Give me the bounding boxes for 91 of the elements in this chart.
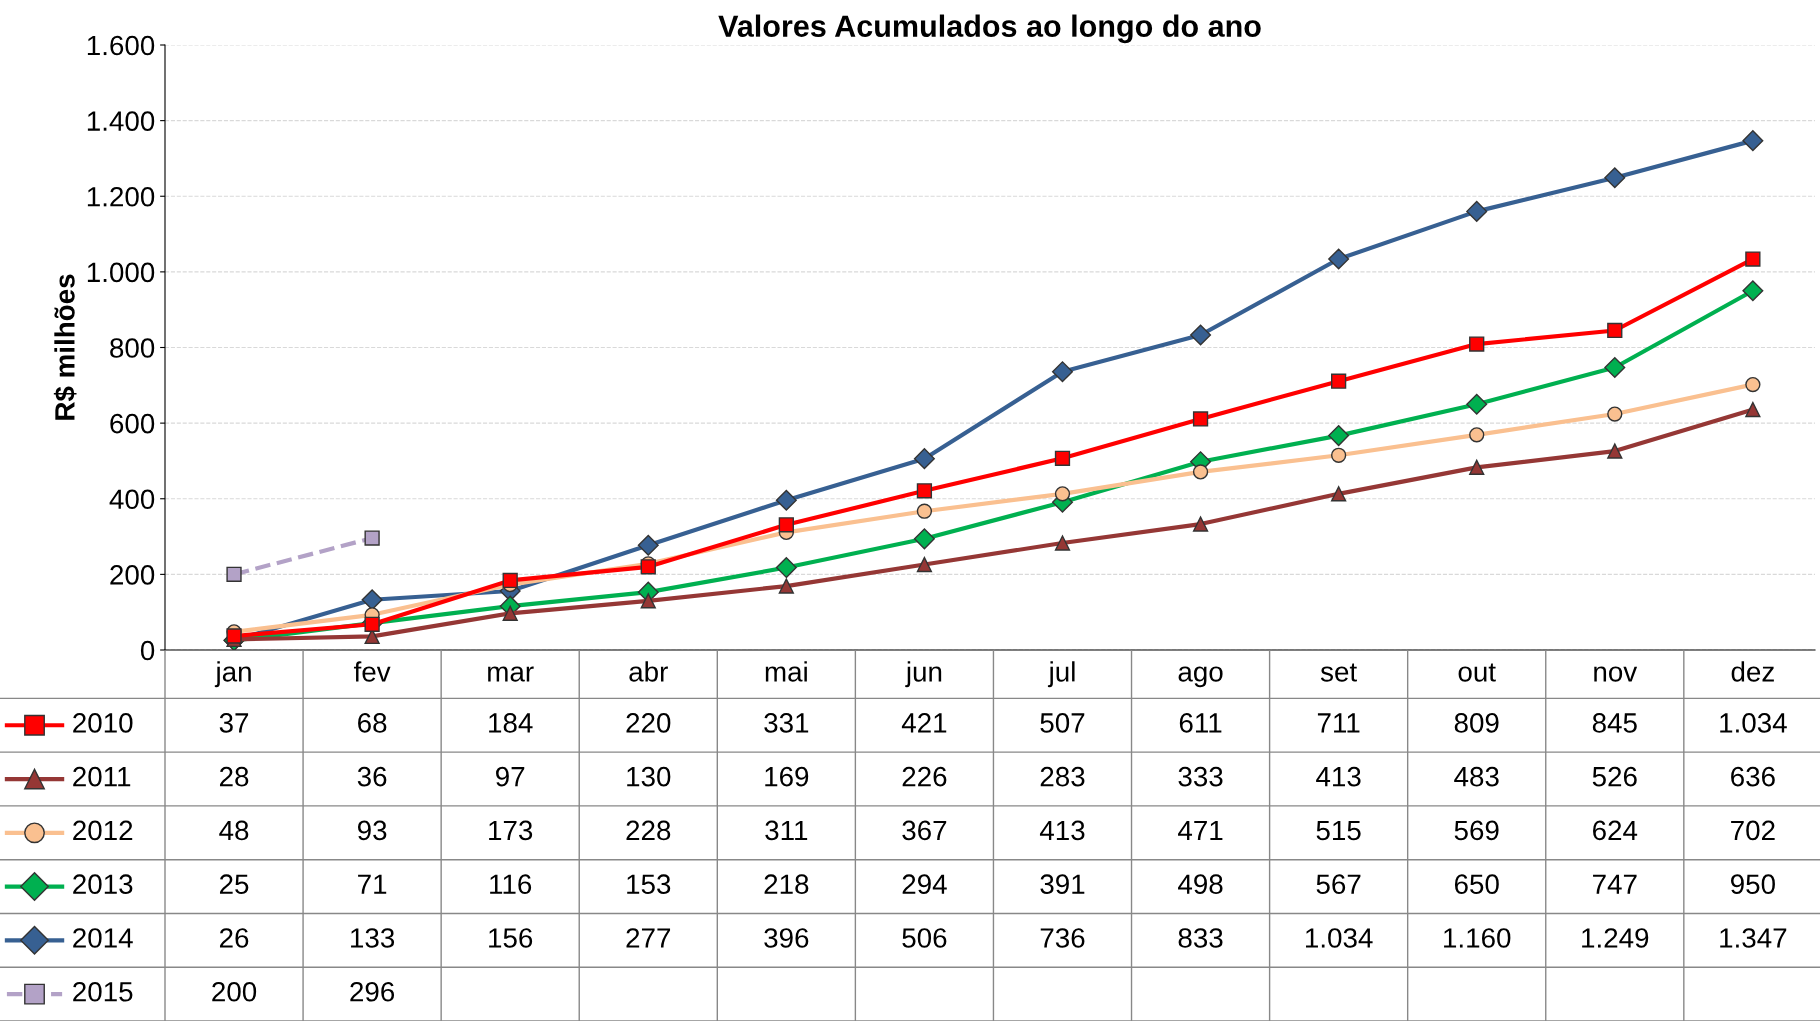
- x-tick-label: jun: [905, 661, 942, 688]
- data-label: 36: [357, 766, 387, 787]
- x-tick-label: nov: [1594, 666, 1638, 682]
- data-label: 1.160: [1444, 928, 1511, 948]
- data-label: 515: [1316, 820, 1361, 841]
- data-label: 226: [902, 766, 947, 787]
- x-tick-label: ago: [1178, 666, 1223, 688]
- data-label: 636: [1731, 766, 1775, 787]
- data-label: 569: [1454, 820, 1499, 841]
- y-tick-label: 400: [109, 489, 155, 510]
- data-label: 809: [1454, 713, 1499, 733]
- data-label: 153: [627, 874, 671, 895]
- chart-title: Valores Acumulados ao longo do ano: [718, 14, 1261, 44]
- data-label: 294: [902, 874, 947, 895]
- x-tick-label: out: [1458, 663, 1496, 682]
- data-label: 413: [1039, 820, 1085, 841]
- y-tick-label: 1.000: [87, 262, 155, 283]
- data-label: 736: [1040, 928, 1085, 948]
- y-tick-label: 1.400: [87, 111, 155, 131]
- x-tick-label: abr: [629, 661, 668, 682]
- x-tick-label: jan: [214, 661, 251, 688]
- y-tick-label: 1.600: [87, 35, 155, 56]
- data-label: 413: [1316, 766, 1361, 787]
- data-label: 184: [489, 713, 533, 733]
- y-axis-title: R$ milhões: [53, 274, 77, 420]
- data-label: 711: [1317, 713, 1360, 733]
- y-tick-label: 1.200: [87, 186, 155, 207]
- x-tick-label: set: [1320, 663, 1357, 682]
- data-label: 26: [219, 928, 249, 948]
- x-tick-label: mar: [488, 666, 534, 682]
- data-label: 200: [212, 981, 257, 1002]
- data-label: 526: [1592, 766, 1637, 787]
- data-label: 747: [1593, 874, 1637, 894]
- data-label: 845: [1592, 713, 1637, 733]
- data-label: 71: [358, 874, 387, 894]
- data-label: 130: [627, 766, 671, 787]
- data-label: 391: [1040, 874, 1085, 895]
- data-label: 367: [902, 820, 947, 841]
- data-label: 97: [496, 766, 525, 787]
- data-label: 331: [764, 713, 809, 733]
- data-label: 498: [1178, 874, 1223, 895]
- data-label: 218: [764, 874, 809, 895]
- data-label: 567: [1316, 874, 1361, 895]
- legend-label: 2015: [73, 981, 133, 1002]
- data-label: 483: [1454, 766, 1499, 787]
- legend-label: 2012: [73, 820, 133, 841]
- data-label: 611: [1179, 713, 1222, 733]
- data-label: 116: [490, 874, 532, 895]
- x-tick-label: mai: [765, 661, 807, 682]
- data-label: 37: [219, 713, 249, 733]
- data-label: 506: [902, 928, 947, 948]
- legend-label: 2014: [73, 928, 133, 948]
- legend-label: 2013: [73, 874, 133, 895]
- data-label: 311: [765, 820, 808, 841]
- y-tick-label: 0: [140, 640, 155, 661]
- data-label: 173: [489, 820, 533, 841]
- data-label: 48: [219, 820, 249, 841]
- data-label: 650: [1454, 874, 1499, 895]
- data-label: 624: [1593, 820, 1638, 841]
- data-label: 396: [764, 928, 809, 948]
- data-label: 156: [489, 928, 533, 948]
- data-label: 93: [357, 820, 387, 841]
- data-label: 950: [1731, 874, 1775, 895]
- legend-label: 2011: [73, 766, 131, 787]
- y-tick-label: 200: [110, 565, 155, 585]
- legend-label: 2010: [73, 713, 133, 733]
- data-label: 507: [1040, 713, 1085, 733]
- x-tick-label: dez: [1731, 661, 1774, 682]
- data-label: 169: [765, 766, 809, 787]
- data-label: 68: [358, 713, 387, 733]
- data-label: 296: [350, 981, 395, 1002]
- data-label: 1.034: [1306, 928, 1373, 948]
- data-label: 25: [219, 874, 249, 895]
- data-label: 333: [1178, 766, 1223, 787]
- data-label: 277: [626, 928, 671, 948]
- x-tick-label: fev: [353, 661, 391, 682]
- data-label: 421: [901, 713, 947, 733]
- data-label: 471: [1178, 820, 1223, 840]
- x-tick-label: jul: [1047, 661, 1075, 688]
- data-label: 1.034: [1720, 713, 1787, 733]
- data-label: 283: [1040, 766, 1085, 787]
- data-label: 833: [1178, 928, 1223, 948]
- data-label: 1.347: [1720, 928, 1787, 948]
- data-label: 28: [219, 766, 249, 787]
- data-label: 133: [351, 928, 395, 948]
- y-tick-label: 800: [110, 338, 155, 358]
- data-label: 702: [1731, 820, 1775, 841]
- data-label: 220: [626, 713, 671, 733]
- data-label: 1.249: [1582, 928, 1649, 948]
- y-tick-label: 600: [110, 413, 155, 434]
- data-label: 228: [626, 820, 671, 841]
